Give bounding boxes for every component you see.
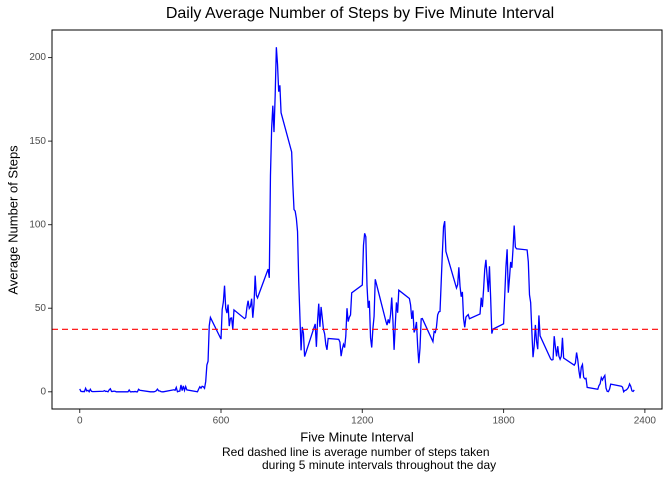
y-tick-label: 100: [29, 219, 46, 230]
data-line: [79, 47, 635, 394]
y-tick-label: 200: [29, 52, 46, 63]
x-tick-label: 0: [77, 416, 83, 427]
y-tick-label: 50: [35, 303, 47, 314]
caption-line: Red dashed line is average number of ste…: [222, 445, 490, 459]
x-tick-label: 1800: [492, 416, 515, 427]
x-tick-label: 2400: [634, 416, 657, 427]
caption-line: during 5 minute intervals throughout the…: [262, 458, 496, 472]
x-tick-label: 600: [213, 416, 230, 427]
y-tick-label: 0: [40, 386, 46, 397]
y-axis-label: Average Number of Steps: [5, 145, 20, 295]
panel-border: [51, 29, 663, 410]
chart-title: Daily Average Number of Steps by Five Mi…: [166, 5, 554, 22]
x-tick-label: 1200: [351, 416, 374, 427]
x-axis-label: Five Minute Interval: [300, 429, 414, 444]
y-tick-label: 150: [29, 136, 46, 147]
